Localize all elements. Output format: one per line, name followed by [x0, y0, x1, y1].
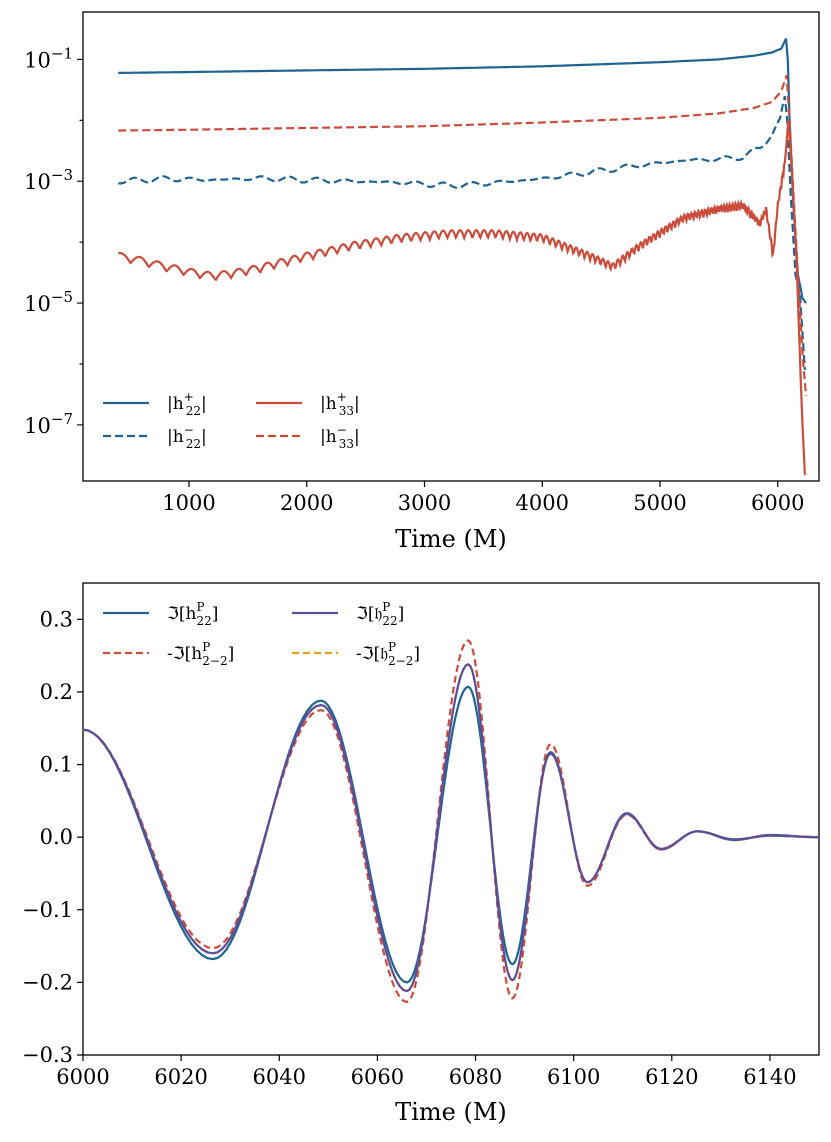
bottom-series-2: [82, 662, 820, 993]
top-series-3: [117, 120, 806, 476]
bottom-y-tick-label: 0.0: [40, 825, 73, 849]
top-legend-label: |h− 22|: [167, 423, 207, 451]
top-x-ticks: 1000 2000 3000 4000 5000 6000: [162, 481, 805, 515]
bottom-x-tick-label: 6060: [351, 1065, 404, 1089]
bottom-x-tick-label: 6080: [449, 1065, 502, 1089]
bottom-x-tick-label: 6140: [743, 1065, 796, 1089]
top-x-tick-label: 5000: [633, 491, 686, 515]
top-x-tick-label: 3000: [398, 491, 451, 515]
bottom-series-1: [82, 685, 820, 984]
top-legend-label: |h+ 22|: [167, 390, 207, 418]
bottom-legend-label: -ℑ[hP 2−2]: [167, 640, 234, 668]
top-legend-label: |h− 33|: [320, 423, 360, 451]
top-series-1: [118, 38, 807, 304]
top-x-tick-label: 2000: [280, 491, 333, 515]
bottom-x-tick-label: 6000: [56, 1065, 109, 1089]
bottom-series-group: [82, 639, 820, 1004]
top-x-tick-label: 1000: [162, 491, 215, 515]
top-series-group: [117, 38, 808, 476]
bottom-y-tick-label: −0.1: [22, 898, 73, 922]
top-y-tick-label: 10−1: [24, 44, 73, 72]
top-plot-frame: [82, 11, 820, 482]
top-legend: |h+ 22| |h− 22| |h+ 33| |h− 33|: [103, 390, 360, 451]
bottom-y-tick-label: 0.2: [40, 680, 73, 704]
bottom-legend: ℑ[hP 22] ℑ[𝔥P 22] -ℑ[hP 2−2] -ℑ[𝔥P 2−2]: [103, 600, 420, 668]
top-y-tick-label: 10−7: [24, 410, 73, 438]
top-x-tick-label: 6000: [751, 491, 804, 515]
bottom-y-tick-label: 0.1: [40, 753, 73, 777]
top-y-tick-label: 10−5: [24, 288, 73, 316]
bottom-x-axis-label: Time (M): [395, 1098, 507, 1126]
bottom-panel: 6000 6020 6040 6060 6080 6100 6120 6140 −0.3−0.…: [22, 582, 820, 1126]
top-x-tick-label: 4000: [516, 491, 569, 515]
top-x-axis-label: Time (M): [395, 525, 507, 553]
bottom-y-ticks: −0.3 −0.2 −0.1 0.0 0.1 0.2 0.3: [22, 607, 83, 1067]
top-y-tick-label: 10−3: [24, 166, 73, 194]
top-y-ticks: 10−1 10−3 10−5 10−7: [24, 44, 83, 438]
bottom-x-ticks: 6000 6020 6040 6060 6080 6100 6120 6140: [56, 1055, 797, 1089]
bottom-y-tick-label: −0.2: [22, 970, 73, 994]
top-series-2: [118, 95, 806, 370]
bottom-x-tick-label: 6100: [547, 1065, 600, 1089]
bottom-x-tick-label: 6020: [154, 1065, 207, 1089]
bottom-legend-label: -ℑ[𝔥P 2−2]: [356, 640, 420, 668]
bottom-legend-label: ℑ[𝔥P 22]: [356, 600, 404, 628]
top-series-4: [118, 74, 808, 396]
bottom-x-tick-label: 6040: [253, 1065, 306, 1089]
bottom-legend-label: ℑ[hP 22]: [167, 600, 218, 628]
bottom-y-tick-label: 0.3: [40, 607, 73, 631]
top-legend-label: |h+ 33|: [320, 390, 360, 418]
bottom-y-tick-label: −0.3: [22, 1043, 73, 1067]
top-panel: 1000 2000 3000 4000 5000 6000 10−110−310−510−…: [24, 11, 820, 553]
bottom-plot-frame: [82, 582, 820, 1056]
bottom-x-tick-label: 6120: [645, 1065, 698, 1089]
